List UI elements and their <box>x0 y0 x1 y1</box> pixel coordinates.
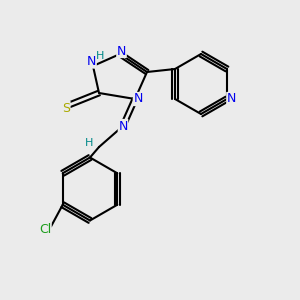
Text: N: N <box>117 44 126 58</box>
Text: H: H <box>96 51 105 62</box>
Text: H: H <box>85 137 94 148</box>
Text: N: N <box>118 119 128 133</box>
Text: N: N <box>87 55 96 68</box>
Text: Cl: Cl <box>39 223 51 236</box>
Text: N: N <box>227 92 236 106</box>
Text: N: N <box>133 92 143 106</box>
Text: S: S <box>62 101 70 115</box>
